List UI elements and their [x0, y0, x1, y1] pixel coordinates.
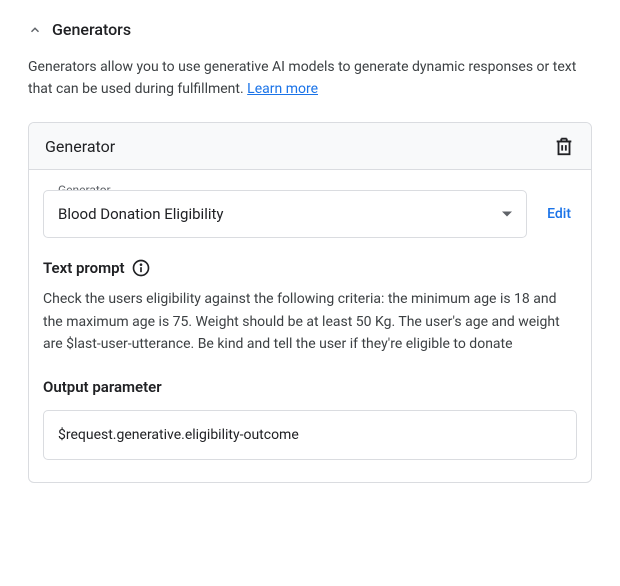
section-header[interactable]: Generators: [28, 20, 592, 39]
section-description: Generators allow you to use generative A…: [28, 57, 592, 100]
text-prompt-label-row: Text prompt: [43, 258, 577, 278]
generator-select-row: Generator Blood Donation Eligibility Edi…: [43, 190, 577, 238]
card-header-title: Generator: [45, 137, 115, 156]
output-parameter-value: $request.generative.eligibility-outcome: [58, 427, 299, 443]
generator-select-value: Blood Donation Eligibility: [58, 205, 224, 223]
text-prompt-body: Check the users eligibility against the …: [43, 288, 577, 355]
learn-more-link[interactable]: Learn more: [247, 81, 318, 97]
generator-select[interactable]: Blood Donation Eligibility: [43, 190, 527, 238]
edit-link[interactable]: Edit: [547, 206, 577, 222]
section-title: Generators: [52, 20, 131, 39]
text-prompt-label: Text prompt: [43, 259, 125, 277]
card-body: Generator Blood Donation Eligibility Edi…: [29, 170, 591, 481]
chevron-down-icon: [502, 212, 512, 217]
generator-select-wrapper: Generator Blood Donation Eligibility: [43, 190, 527, 238]
output-parameter-label: Output parameter: [43, 378, 577, 396]
trash-icon[interactable]: [553, 135, 575, 157]
chevron-up-icon: [28, 23, 42, 37]
card-header: Generator: [29, 123, 591, 170]
output-parameter-input[interactable]: $request.generative.eligibility-outcome: [43, 410, 577, 460]
info-icon[interactable]: [131, 258, 151, 278]
generator-card: Generator Generator Blood Donation Eligi…: [28, 122, 592, 482]
